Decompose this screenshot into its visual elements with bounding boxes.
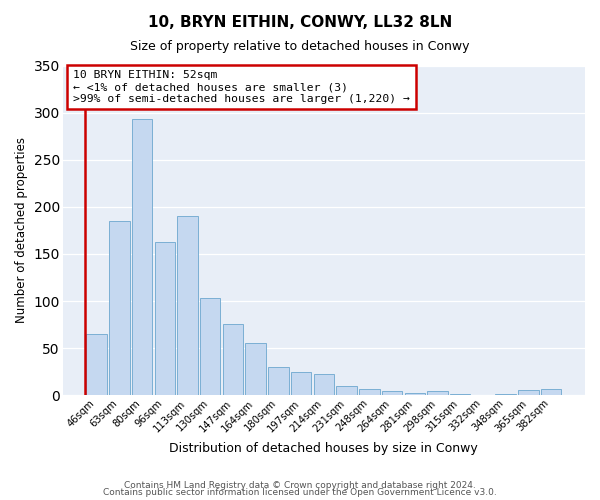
Text: Size of property relative to detached houses in Conwy: Size of property relative to detached ho…: [130, 40, 470, 53]
Bar: [541, 388, 561, 396]
Bar: [450, 394, 470, 396]
Bar: [337, 386, 357, 396]
Bar: [359, 388, 380, 396]
Bar: [268, 367, 289, 396]
Bar: [245, 342, 266, 396]
Bar: [518, 390, 539, 396]
Y-axis label: Number of detached properties: Number of detached properties: [15, 138, 28, 324]
Bar: [86, 334, 107, 396]
Bar: [496, 394, 516, 396]
Bar: [291, 372, 311, 396]
Bar: [155, 242, 175, 396]
Bar: [223, 324, 243, 396]
Bar: [382, 392, 402, 396]
Text: Contains public sector information licensed under the Open Government Licence v3: Contains public sector information licen…: [103, 488, 497, 497]
Text: Contains HM Land Registry data © Crown copyright and database right 2024.: Contains HM Land Registry data © Crown c…: [124, 480, 476, 490]
Bar: [314, 374, 334, 396]
X-axis label: Distribution of detached houses by size in Conwy: Distribution of detached houses by size …: [169, 442, 478, 455]
Bar: [178, 216, 198, 396]
Bar: [427, 392, 448, 396]
Bar: [404, 394, 425, 396]
Text: 10 BRYN EITHIN: 52sqm
← <1% of detached houses are smaller (3)
>99% of semi-deta: 10 BRYN EITHIN: 52sqm ← <1% of detached …: [73, 70, 410, 104]
Bar: [109, 221, 130, 396]
Text: 10, BRYN EITHIN, CONWY, LL32 8LN: 10, BRYN EITHIN, CONWY, LL32 8LN: [148, 15, 452, 30]
Bar: [132, 119, 152, 396]
Bar: [200, 298, 220, 396]
